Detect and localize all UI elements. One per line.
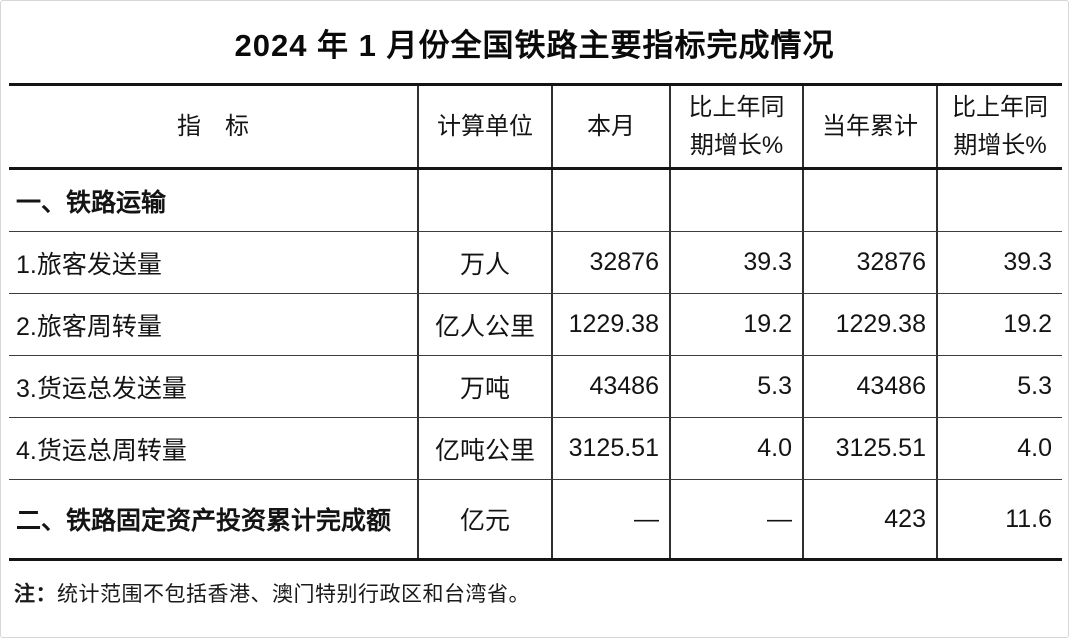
cell-month-growth: —	[669, 480, 802, 558]
cell-cumulative: 43486	[802, 356, 936, 417]
header-cell-cumulative-growth: 比上年同 期增长%	[936, 86, 1062, 167]
table-row-passenger-volume: 1.旅客发送量 万人 32876 39.3 32876 39.3	[9, 232, 1062, 294]
cell-indicator: 2.旅客周转量	[16, 312, 162, 341]
stats-table: 指 标 计算单位 本月 比上年同 期增长% 当年累计 比上年同 期增长% 一、铁…	[9, 83, 1062, 561]
cell-indicator: 一、铁路运输	[16, 188, 167, 217]
header-cell-indicator: 指 标	[177, 112, 249, 140]
cell-month: 43486	[551, 356, 669, 417]
cell-indicator: 1.旅客发送量	[16, 250, 162, 279]
cell-cumulative: 3125.51	[802, 418, 936, 479]
cell-month-growth	[669, 170, 802, 231]
cell-unit	[417, 170, 551, 231]
title-bar: 2024 年 1 月份全国铁路主要指标完成情况	[1, 1, 1068, 83]
footnote-label: 注：	[14, 583, 57, 606]
cell-indicator: 4.货运总周转量	[16, 436, 187, 465]
cell-month: 32876	[551, 232, 669, 293]
table-row-freight-turnover: 4.货运总周转量 亿吨公里 3125.51 4.0 3125.51 4.0	[9, 418, 1062, 480]
cell-month-growth: 4.0	[669, 418, 802, 479]
header-cell-month: 本月	[551, 86, 669, 167]
cell-cumulative-growth: 5.3	[936, 356, 1062, 417]
cell-unit: 亿人公里	[417, 294, 551, 355]
cell-indicator: 二、铁路固定资产投资累计完成额	[16, 507, 392, 535]
cell-cumulative-growth: 39.3	[936, 232, 1062, 293]
cell-cumulative-growth: 19.2	[936, 294, 1062, 355]
cell-unit: 亿吨公里	[417, 418, 551, 479]
cell-month-growth: 19.2	[669, 294, 802, 355]
table-row-section-fixed-asset-investment: 二、铁路固定资产投资累计完成额 亿元 — — 423 11.6	[9, 480, 1062, 558]
footnote: 注：统计范围不包括香港、澳门特别行政区和台湾省。	[1, 561, 1068, 608]
cell-month: —	[551, 480, 669, 558]
cell-month	[551, 170, 669, 231]
header-cell-cumulative: 当年累计	[802, 86, 936, 167]
table-row-passenger-turnover: 2.旅客周转量 亿人公里 1229.38 19.2 1229.38 19.2	[9, 294, 1062, 356]
cell-unit: 亿元	[417, 480, 551, 558]
cell-unit: 万吨	[417, 356, 551, 417]
cell-month: 1229.38	[551, 294, 669, 355]
cell-cumulative: 32876	[802, 232, 936, 293]
header-cell-month-growth: 比上年同 期增长%	[669, 86, 802, 167]
cell-unit: 万人	[417, 232, 551, 293]
cell-cumulative-growth: 4.0	[936, 418, 1062, 479]
table-row-section-rail-transport: 一、铁路运输	[9, 170, 1062, 232]
cell-cumulative-growth: 11.6	[936, 480, 1062, 558]
cell-month-growth: 5.3	[669, 356, 802, 417]
header-cell-unit: 计算单位	[417, 86, 551, 167]
table-row-freight-volume: 3.货运总发送量 万吨 43486 5.3 43486 5.3	[9, 356, 1062, 418]
footnote-text: 统计范围不包括香港、澳门特别行政区和台湾省。	[57, 583, 530, 606]
page-title: 2024 年 1 月份全国铁路主要指标完成情况	[234, 27, 835, 63]
cell-month-growth: 39.3	[669, 232, 802, 293]
cell-cumulative	[802, 170, 936, 231]
cell-cumulative: 1229.38	[802, 294, 936, 355]
cell-indicator: 3.货运总发送量	[16, 374, 187, 403]
cell-cumulative-growth	[936, 170, 1062, 231]
cell-cumulative: 423	[802, 480, 936, 558]
table-header-row: 指 标 计算单位 本月 比上年同 期增长% 当年累计 比上年同 期增长%	[9, 86, 1062, 170]
cell-month: 3125.51	[551, 418, 669, 479]
